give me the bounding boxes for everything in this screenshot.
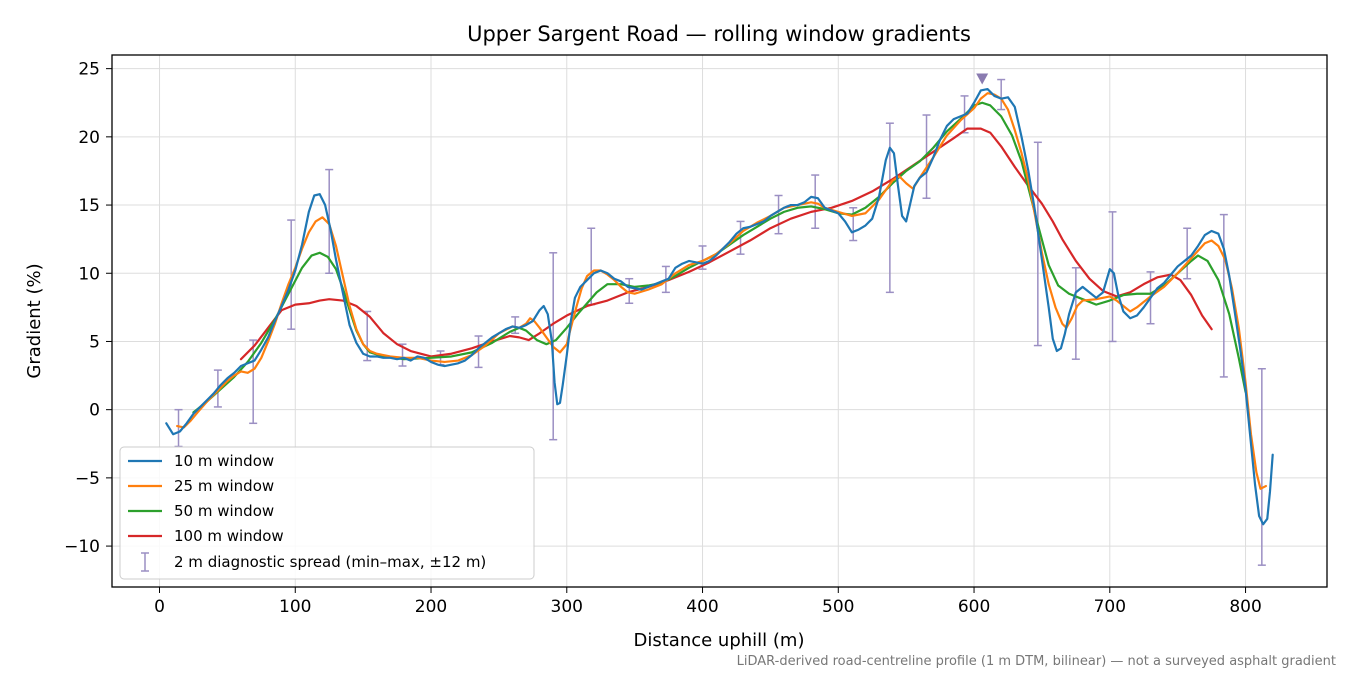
x-tick-label: 800 (1229, 597, 1261, 617)
peak-marker (976, 73, 989, 85)
y-axis-label: Gradient (%) (24, 263, 45, 378)
y-tick-label: 20 (78, 128, 100, 148)
x-tick-label: 100 (279, 597, 311, 617)
footnote: LiDAR-derived road-centreline profile (1… (737, 654, 1336, 669)
error-bar (1183, 227, 1192, 280)
legend: 10 m window 25 m window 50 m window 100 … (119, 446, 535, 580)
legend-label-100m: 100 m window (174, 527, 284, 545)
plot-area (165, 73, 1274, 566)
y-tick-label: 0 (89, 401, 100, 421)
legend-label-10m: 10 m window (174, 452, 274, 470)
x-tick-label: 200 (415, 597, 447, 617)
legend-label-error-bar: 2 m diagnostic spread (min–max, ±12 m) (174, 553, 486, 571)
y-tick-label: −5 (75, 469, 100, 489)
plot-frame (111, 54, 1328, 588)
y-tick-label: 10 (78, 264, 100, 284)
x-tick-label: 500 (822, 597, 854, 617)
chart-title: Upper Sargent Road — rolling window grad… (467, 22, 971, 46)
error-bar (1257, 367, 1266, 566)
legend-swatch-error-bar (141, 552, 149, 572)
x-tick-label: 0 (154, 597, 165, 617)
series-line-10-m-window (165, 88, 1274, 526)
y-tick-label: 15 (78, 196, 100, 216)
legend-label-50m: 50 m window (174, 502, 274, 520)
error-bar (474, 335, 483, 369)
error-bar (811, 174, 820, 229)
x-tick-label: 400 (686, 597, 718, 617)
y-tick-label: −10 (64, 537, 100, 557)
error-bar (1108, 211, 1117, 343)
series-line-25-m-window (176, 92, 1268, 490)
x-tick-label: 600 (958, 597, 990, 617)
error-bar (1033, 141, 1042, 347)
x-tick-label: 700 (1094, 597, 1126, 617)
error-bar (997, 78, 1006, 111)
y-tick-label: 5 (89, 332, 100, 352)
error-bar (287, 219, 296, 330)
x-tick-label: 300 (551, 597, 583, 617)
error-bar (1071, 267, 1080, 360)
legend-box (119, 446, 535, 580)
y-tick-label: 25 (78, 60, 100, 80)
grid-lines (112, 55, 1327, 587)
error-bar (885, 122, 894, 294)
error-bar (174, 408, 183, 448)
legend-label-25m: 25 m window (174, 477, 274, 495)
series-line-100-m-window (239, 127, 1213, 361)
x-axis-label: Distance uphill (m) (634, 630, 805, 651)
axis-ticks: 0 100 200 300 400 500 600 700 800 −10 −5 0 5 10 15 20 25 (64, 60, 1262, 617)
